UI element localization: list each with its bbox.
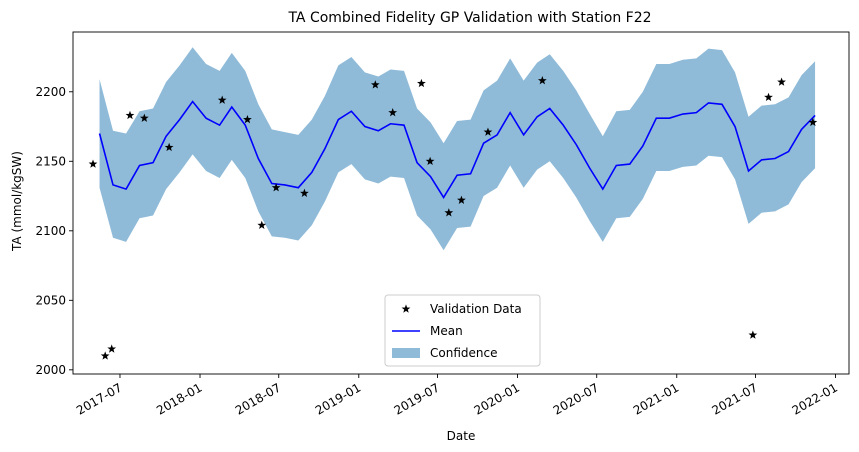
x-tick-label: 2021-07 <box>710 380 760 417</box>
x-tick-label: 2020-07 <box>551 380 601 417</box>
validation-point <box>777 77 786 86</box>
validation-point <box>100 351 110 360</box>
validation-point <box>425 156 435 166</box>
x-tick-label: 2019-01 <box>313 380 363 417</box>
y-tick-label: 2200 <box>35 85 66 99</box>
x-tick-label: 2022-01 <box>790 380 840 417</box>
y-axis: 2000 2050 2100 2150 2200 <box>35 85 73 377</box>
validation-point <box>243 114 252 124</box>
x-tick-label: 2021-01 <box>631 380 681 417</box>
validation-point <box>388 108 398 117</box>
y-tick-label: 2100 <box>35 224 66 238</box>
validation-point <box>537 76 547 85</box>
validation-point <box>271 183 281 192</box>
x-axis-label: Date <box>447 429 476 443</box>
validation-point <box>217 95 227 104</box>
x-tick-label: 2018-07 <box>233 380 283 417</box>
x-tick-label: 2018-01 <box>154 380 204 417</box>
legend-label: Mean <box>430 324 463 338</box>
plot-frame <box>72 31 850 375</box>
validation-point <box>164 142 174 152</box>
y-tick-label: 2050 <box>35 293 66 307</box>
y-tick-label: 2000 <box>35 363 66 377</box>
legend-box <box>384 294 541 367</box>
x-tick-label: 2019-07 <box>392 380 442 417</box>
legend-label: Validation Data <box>430 302 522 316</box>
validation-point <box>483 127 493 136</box>
plot-area <box>88 47 818 360</box>
mean-line <box>98 100 816 199</box>
legend-marker-confidence <box>392 348 420 358</box>
legend: Validation Data Mean Confidence <box>384 294 541 367</box>
chart-title: TA Combined Fidelity GP Validation with … <box>287 10 651 26</box>
x-axis: 2017-07 2018-01 2018-07 2019-01 2019-07 2020-… <box>74 374 840 418</box>
validation-point <box>417 78 426 88</box>
validation-point <box>457 195 466 204</box>
legend-marker-validation <box>401 304 411 313</box>
validation-point <box>300 188 309 197</box>
confidence-band <box>99 47 816 251</box>
validation-point <box>748 330 758 339</box>
validation-point <box>125 110 135 120</box>
x-tick-label: 2017-07 <box>74 380 124 417</box>
x-tick-label: 2020-01 <box>472 380 522 417</box>
validation-point <box>370 80 380 89</box>
validation-point <box>257 220 267 229</box>
validation-point <box>444 208 454 217</box>
validation-point <box>88 159 98 168</box>
validation-point <box>139 113 149 122</box>
validation-point <box>107 344 117 353</box>
y-tick-label: 2150 <box>35 154 66 168</box>
validation-point <box>808 117 818 127</box>
legend-label: Confidence <box>430 346 497 360</box>
validation-point <box>764 92 773 102</box>
y-axis-label: TA (mmol/kgSW) <box>10 151 24 252</box>
